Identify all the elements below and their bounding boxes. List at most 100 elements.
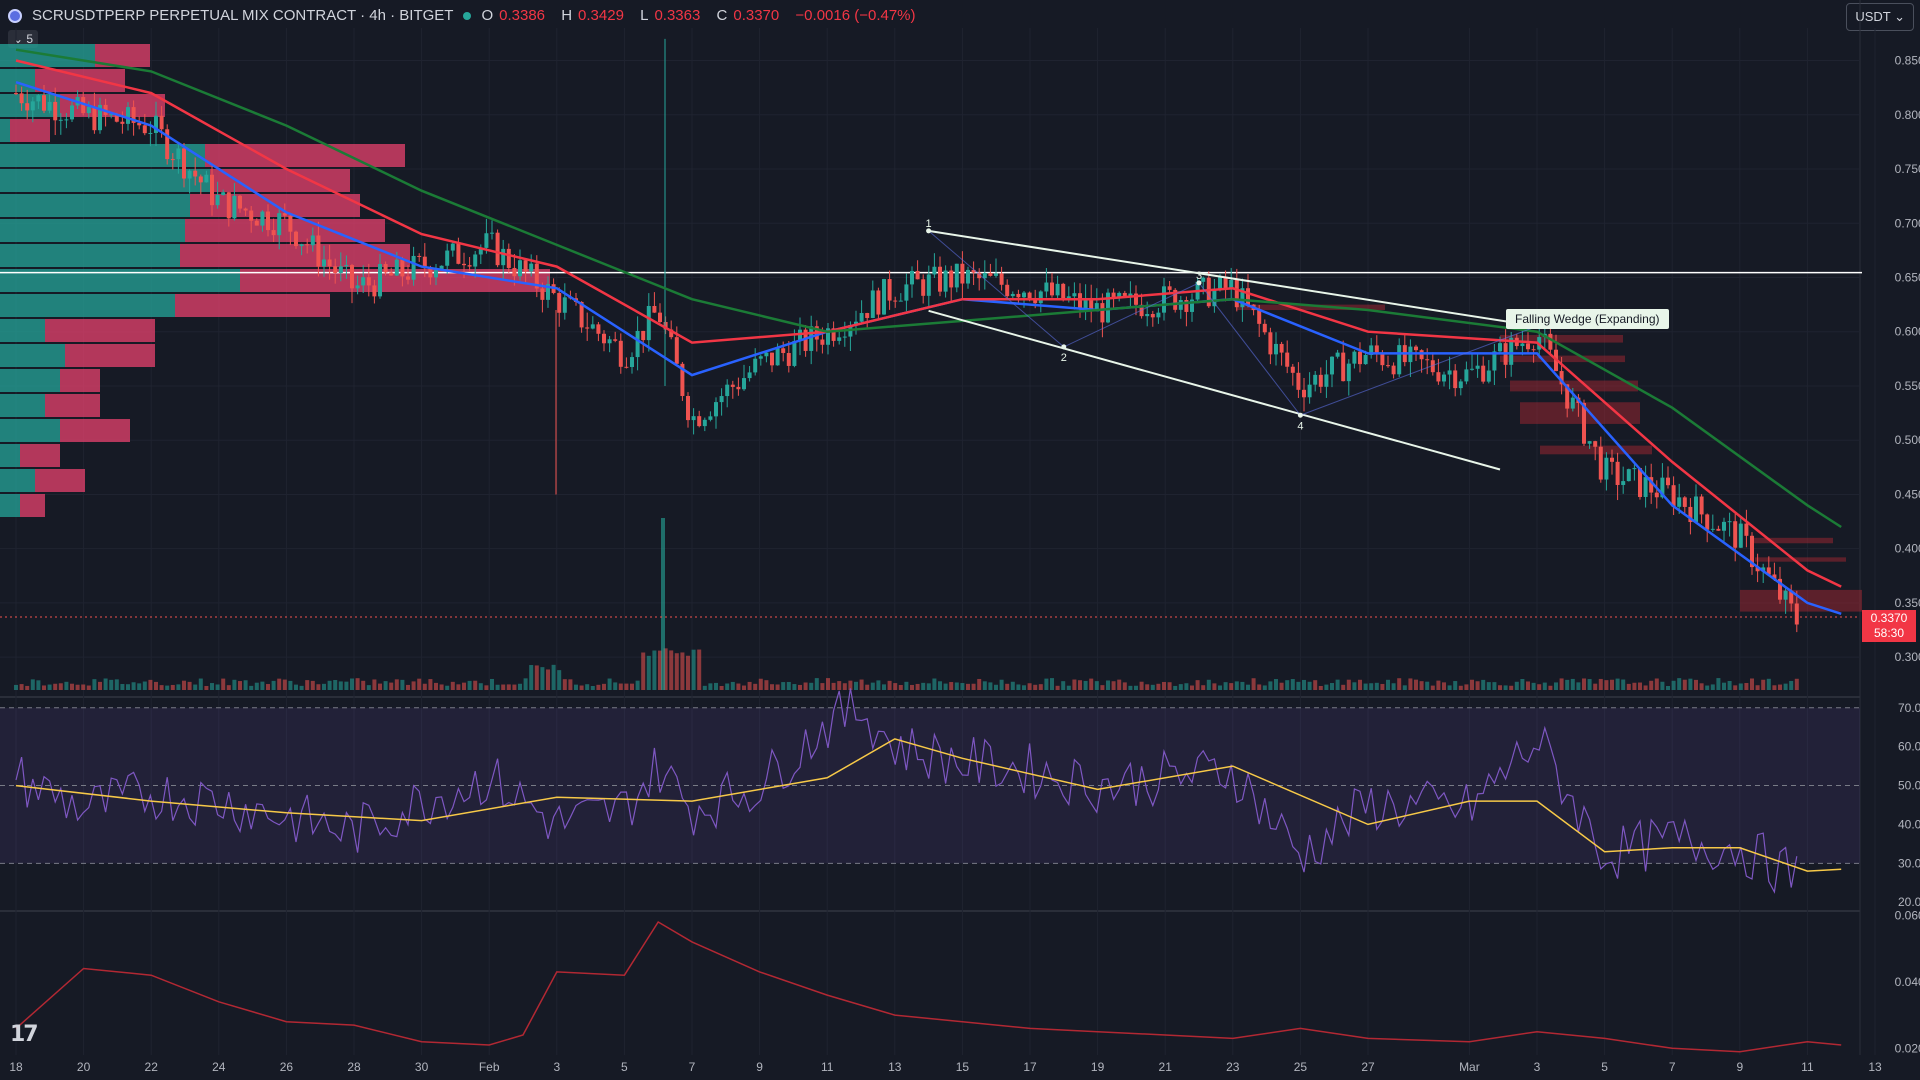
candle-body [1492, 351, 1497, 371]
volume-profile-down-bar [60, 419, 130, 442]
candle-body [630, 357, 634, 368]
candle-body [305, 244, 310, 246]
candle-body [893, 300, 898, 302]
volume-bar [1173, 685, 1178, 690]
candle-body [1671, 485, 1676, 507]
volume-bar [1184, 683, 1189, 690]
candle-body [971, 269, 976, 273]
volume-bar [366, 685, 371, 690]
candle-body [170, 159, 175, 161]
volume-bar [1744, 683, 1749, 690]
volume-profile-down-bar [95, 44, 150, 67]
x-tick-label: 26 [280, 1060, 294, 1074]
candle-body [781, 348, 786, 354]
volume-bar [305, 680, 310, 690]
volume-bar [1324, 684, 1329, 690]
candle-body [1290, 366, 1295, 373]
volume-bar [131, 682, 136, 690]
volume-bar [1766, 678, 1771, 690]
volume-profile-down-bar [35, 69, 125, 92]
candle-body [910, 270, 914, 285]
candle-body [540, 288, 545, 300]
candle-body [842, 336, 847, 338]
volume-bar [1038, 684, 1043, 690]
volume-profile-up-bar [0, 119, 10, 142]
volume-bar [854, 681, 858, 690]
candle-body [14, 93, 18, 95]
x-tick-label: 19 [1091, 1060, 1105, 1074]
volume-profile-up-bar [0, 169, 210, 192]
volume-bar [422, 683, 427, 690]
volume-bar [574, 684, 578, 690]
candle-body [596, 324, 601, 334]
candle-body [887, 279, 892, 301]
volume-bar [994, 684, 998, 690]
candle-body [999, 273, 1004, 285]
volume-bar [546, 669, 550, 690]
volume-bar [1190, 685, 1194, 690]
volume-bar [1761, 679, 1766, 690]
volume-profile-up-bar [0, 69, 35, 92]
volume-profile-up-bar [0, 419, 60, 442]
volume-bar [182, 680, 186, 690]
volume-bar [249, 685, 254, 690]
volume-bar [400, 679, 405, 690]
volume-bar [1548, 685, 1553, 690]
volume-bar [1643, 685, 1648, 690]
currency-select[interactable]: USDT ⌄ [1846, 3, 1914, 31]
volume-bar [932, 678, 937, 690]
volume-bar [462, 682, 466, 690]
volume-bar [1313, 680, 1318, 690]
pattern-label[interactable]: Falling Wedge (Expanding) [1506, 309, 1669, 329]
candle-body [1738, 523, 1743, 548]
volume-bar [1694, 679, 1698, 690]
volume-bar [310, 680, 315, 690]
volume-profile-up-bar [0, 444, 20, 467]
volume-bar [495, 684, 500, 690]
volume-bar [585, 684, 590, 690]
price-tick-label: 0.4000 [1895, 542, 1920, 556]
x-tick-label: 13 [1868, 1060, 1882, 1074]
candle-body [445, 250, 450, 266]
volume-bar [669, 650, 674, 690]
supply-zone [1750, 537, 1833, 544]
volume-bar [534, 665, 539, 690]
volume-bar [327, 680, 332, 690]
volume-bar [103, 678, 108, 690]
volume-bar [210, 683, 214, 690]
candle-body [1682, 497, 1687, 507]
volume-bar [1430, 685, 1435, 690]
volume-profile-down-bar [175, 294, 330, 317]
candle-body [1055, 283, 1060, 296]
symbol-title[interactable]: SCRUSDTPERP PERPETUAL MIX CONTRACT · 4h … [32, 7, 454, 24]
volume-bar [260, 681, 265, 690]
candle-body [753, 358, 758, 373]
volume-bar [1414, 679, 1418, 690]
volume-bar [1201, 685, 1206, 690]
candle-body [450, 243, 455, 251]
candle-body [473, 254, 478, 267]
volume-bar [299, 685, 304, 690]
volume-bar [590, 685, 595, 690]
candle-body [1234, 280, 1239, 308]
volume-bar [1649, 680, 1654, 690]
candle-body [1178, 300, 1183, 310]
x-tick-label: 11 [1801, 1060, 1814, 1074]
price-tick-label: 0.6000 [1895, 325, 1920, 339]
volume-bar [1481, 679, 1486, 690]
volume-bar [1402, 685, 1407, 690]
volume-bar [1027, 683, 1032, 690]
volume-bar [1089, 678, 1094, 690]
candle-body [518, 260, 522, 277]
volume-bar [316, 684, 321, 690]
candle-body [1184, 300, 1189, 312]
candle-body [277, 213, 282, 236]
volume-bar [193, 684, 198, 690]
volume-bar [882, 684, 886, 690]
x-tick-label: 21 [1159, 1060, 1173, 1074]
candle-body [1436, 372, 1441, 382]
volume-bar [949, 682, 954, 690]
volume-bar [1537, 684, 1542, 690]
volume-bar [30, 679, 35, 690]
